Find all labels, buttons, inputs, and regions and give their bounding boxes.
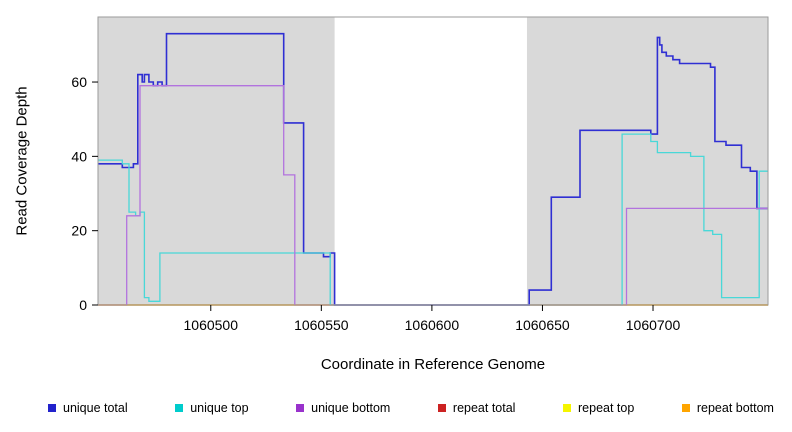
y-tick-label: 40 bbox=[71, 148, 87, 164]
legend-label: unique bottom bbox=[311, 401, 391, 415]
masked-region bbox=[98, 17, 335, 305]
legend-item-unique-bottom: unique bottom bbox=[296, 401, 390, 415]
legend-swatch-repeat-top bbox=[563, 404, 571, 412]
legend-swatch-repeat-total bbox=[437, 404, 446, 412]
x-tick-label: 1060700 bbox=[626, 317, 681, 333]
legend-item-unique-total: unique total bbox=[48, 401, 128, 415]
series-unique-bottom bbox=[98, 85, 768, 306]
legend-label: repeat top bbox=[578, 401, 635, 415]
x-axis-title: Coordinate in Reference Genome bbox=[320, 356, 546, 373]
legend-item-repeat-bottom: repeat bottom bbox=[681, 401, 774, 415]
y-tick-label: 20 bbox=[71, 223, 87, 239]
legend-item-repeat-top: repeat top bbox=[563, 401, 634, 415]
legend-label: unique total bbox=[63, 401, 128, 415]
x-tick-label: 1060500 bbox=[184, 317, 239, 333]
plot-border bbox=[97, 16, 769, 306]
series-unique-total bbox=[98, 32, 768, 306]
legend-swatch-unique-total bbox=[48, 404, 56, 412]
x-tick-label: 1060600 bbox=[405, 317, 460, 333]
legend: unique total unique top unique bottom re… bbox=[48, 401, 774, 415]
plot-area: 1060500 1060550 1060600 1060650 1060700 0 20 40… bbox=[71, 16, 769, 333]
legend-item-repeat-total: repeat total bbox=[437, 401, 516, 415]
x-tick-label: 1060550 bbox=[294, 317, 349, 333]
y-tick-label: 60 bbox=[71, 74, 87, 90]
y-tick-label: 0 bbox=[79, 297, 87, 313]
x-tick-label: 1060650 bbox=[515, 317, 570, 333]
legend-label: unique top bbox=[190, 401, 249, 415]
legend-swatch-unique-bottom bbox=[296, 404, 305, 412]
legend-swatch-repeat-bottom bbox=[681, 404, 690, 412]
legend-label: repeat total bbox=[452, 401, 516, 415]
legend-label: repeat bottom bbox=[696, 401, 774, 415]
legend-swatch-unique-top bbox=[175, 404, 184, 412]
legend-item-unique-top: unique top bbox=[175, 401, 249, 415]
masked-region bbox=[526, 17, 768, 305]
